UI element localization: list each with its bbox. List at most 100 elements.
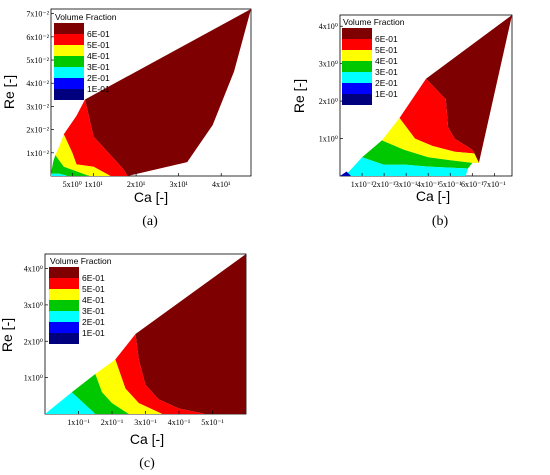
panel-c-legend-swatch (49, 267, 79, 278)
panel-c-contour-regions (45, 254, 246, 414)
panel-c-y-tick-label: 4x10⁰ (24, 265, 43, 274)
panel-b-y-tick-label: 4x10⁰ (319, 22, 338, 31)
panel-b-legend-label: 1E-01 (375, 89, 398, 99)
panel-a-x-tick-label: 5x10⁰ (63, 180, 82, 189)
panel-b-x-tick-label: 6x10⁻¹ (461, 180, 484, 189)
panel-b-legend-label: 3E-01 (375, 67, 398, 77)
panel-c-x-tick-label: 2x10⁻¹ (101, 418, 124, 427)
panel-b-contour-regions (340, 15, 512, 176)
panel-b-legend-swatch (342, 94, 372, 105)
panel-c-legend-label: 4E-01 (82, 295, 105, 305)
panel-b-legend-swatch (342, 28, 372, 39)
panel-b-x-ticks: 1x10⁻¹ 2x10⁻¹ 3x10⁻¹ 4x10⁻¹ 5x10⁻¹ 6x10⁻¹ 7x10… (351, 173, 506, 189)
panel-c-x-tick-label: 4x10⁻¹ (168, 418, 191, 427)
panel-c-region-5e-01 (115, 334, 206, 414)
panel-a-legend-swatch (54, 45, 84, 56)
panel-c-y-tick-label: 3x10⁰ (24, 301, 43, 310)
panel-b-legend-swatch (342, 72, 372, 83)
panel-b-x-tick-label: 4x10⁻¹ (417, 180, 440, 189)
panel-c-y-tick-label: 1x10⁰ (24, 374, 43, 383)
panel-a-y-tick-label: 1x10⁻² (26, 149, 49, 158)
panel-b-legend-swatch (342, 50, 372, 61)
panel-b-legend-swatch (342, 83, 372, 94)
panel-c-label: (c) (139, 456, 155, 471)
panel-c-y-ticks: 1x10⁰ 2x10⁰ 3x10⁰ 4x10⁰ (24, 265, 48, 383)
panel-b-x-tick-label: 7x10⁻¹ (483, 180, 506, 189)
panel-a-y-tick-label: 3x10⁻² (26, 102, 49, 111)
panel-a-x-tick-label: 3x10¹ (169, 180, 188, 189)
panel-c-legend-swatch (49, 300, 79, 311)
panel-a-y-axis-label: Re [-] (1, 75, 17, 109)
panel-a-legend-label: 4E-01 (87, 51, 110, 61)
panel-a-legend-swatch (54, 34, 84, 45)
panel-c-legend-label: 6E-01 (82, 273, 105, 283)
panel-b-label: (b) (432, 214, 449, 229)
panel-b-region-4e-01 (381, 118, 479, 163)
panel-a-legend-label: 3E-01 (87, 62, 110, 72)
panel-c-region-6e-01 (135, 254, 246, 414)
panel-b-y-tick-label: 1x10⁰ (319, 135, 338, 144)
panel-b-region-2e-01 (346, 157, 468, 176)
panel-c-legend-swatch (49, 289, 79, 300)
panel-c-x-tick-label: 1x10⁻¹ (67, 418, 90, 427)
panel-c-x-tick-label: 3x10⁻¹ (134, 418, 157, 427)
panel-b-legend-label: 2E-01 (375, 78, 398, 88)
panel-a-y-tick-label: 4x10⁻² (26, 79, 49, 88)
panel-b-region-1e-01 (340, 171, 351, 176)
panel-a-region-2e-01 (51, 173, 68, 176)
panel-a-x-ticks: 5x10⁰ 1x10¹ 2x10¹ 3x10¹ 4x10¹ (63, 173, 231, 189)
panel-a-y-tick-label: 6x10⁻² (26, 33, 49, 42)
panel-b: 1x10⁻¹ 2x10⁻¹ 3x10⁻¹ 4x10⁻¹ 5x10⁻¹ 6x10⁻¹ 7x10… (291, 14, 513, 229)
panel-a-legend-swatch (54, 78, 84, 89)
panel-b-legend-label: 5E-01 (375, 45, 398, 55)
panel-c-legend: Volume Fraction 6E-015E-014E-013E-012E-01… (49, 256, 112, 344)
panel-b-x-tick-label: 1x10⁻¹ (351, 180, 374, 189)
panel-c-legend-swatch (49, 311, 79, 322)
panel-a-legend-label: 1E-01 (87, 84, 110, 94)
panel-c-legend-title: Volume Fraction (50, 256, 112, 266)
panel-a-y-tick-label: 2x10⁻² (26, 126, 49, 135)
panel-c-legend-label: 2E-01 (82, 317, 105, 327)
panel-a-region-4e-01 (55, 134, 111, 176)
panel-c-y-tick-label: 2x10⁰ (24, 337, 43, 346)
panel-c-region-2e-01 (45, 392, 96, 414)
panel-b-legend: Volume Fraction 6E-015E-014E-013E-012E-01… (342, 17, 405, 105)
panel-b-region-5e-01 (399, 78, 479, 163)
panel-b-legend-label: 4E-01 (375, 56, 398, 66)
panel-b-legend-swatch (342, 61, 372, 72)
panel-a-legend-swatch (54, 56, 84, 67)
panel-b-legend-label: 6E-01 (375, 34, 398, 44)
panel-a-x-tick-label: 1x10¹ (84, 180, 103, 189)
panel-a-legend-swatch (54, 67, 84, 78)
panel-b-x-tick-label: 5x10⁻¹ (439, 180, 462, 189)
panel-b-legend-title: Volume Fraction (343, 17, 405, 27)
panel-c-x-axis-label: Ca [-] (130, 431, 164, 447)
panel-c-region-3e-01 (71, 374, 129, 414)
panel-c-x-ticks: 1x10⁻¹ 2x10⁻¹ 3x10⁻¹ 4x10⁻¹ 5x10⁻¹ (67, 411, 224, 427)
panel-a-legend-title: Volume Fraction (55, 12, 117, 22)
panel-c-y-axis-label: Re [-] (0, 318, 15, 352)
panel-a-x-tick-label: 4x10¹ (212, 180, 231, 189)
panel-a-x-axis-label: Ca [-] (134, 189, 168, 205)
panel-c-x-tick-label: 5x10⁻¹ (201, 418, 224, 427)
panel-a-legend-label: 5E-01 (87, 40, 110, 50)
panel-a-y-ticks: 1x10⁻² 2x10⁻² 3x10⁻² 4x10⁻² 5x10⁻² 6x10⁻² 7x10… (26, 10, 54, 158)
panel-b-x-tick-label: 3x10⁻¹ (395, 180, 418, 189)
panel-b-y-tick-label: 3x10⁰ (319, 60, 338, 69)
panel-b-legend-swatch (342, 39, 372, 50)
panel-a-region-3e-01 (51, 155, 90, 176)
panel-a: 5x10⁰ 1x10¹ 2x10¹ 3x10¹ 4x10¹ 1x10⁻² 2x10⁻² 3x… (1, 8, 252, 229)
panel-a-legend-label: 6E-01 (87, 29, 110, 39)
panel-a-legend-swatch (54, 23, 84, 34)
panel-a-region-6e-01 (85, 9, 251, 176)
panel-b-x-axis-label: Ca [-] (416, 188, 450, 204)
panel-b-x-tick-label: 2x10⁻¹ (373, 180, 396, 189)
panel-b-y-ticks: 1x10⁰ 2x10⁰ 3x10⁰ 4x10⁰ (319, 22, 343, 144)
panel-c-legend-label: 3E-01 (82, 306, 105, 316)
panel-a-legend-label: 2E-01 (87, 73, 110, 83)
panel-c: 1x10⁻¹ 2x10⁻¹ 3x10⁻¹ 4x10⁻¹ 5x10⁻¹ 1x10⁰ 2x10… (0, 253, 247, 471)
panel-a-legend: Volume Fraction 6E-015E-014E-013E-012E-01… (54, 12, 117, 100)
panel-c-legend-label: 5E-01 (82, 284, 105, 294)
panel-c-legend-swatch (49, 322, 79, 333)
